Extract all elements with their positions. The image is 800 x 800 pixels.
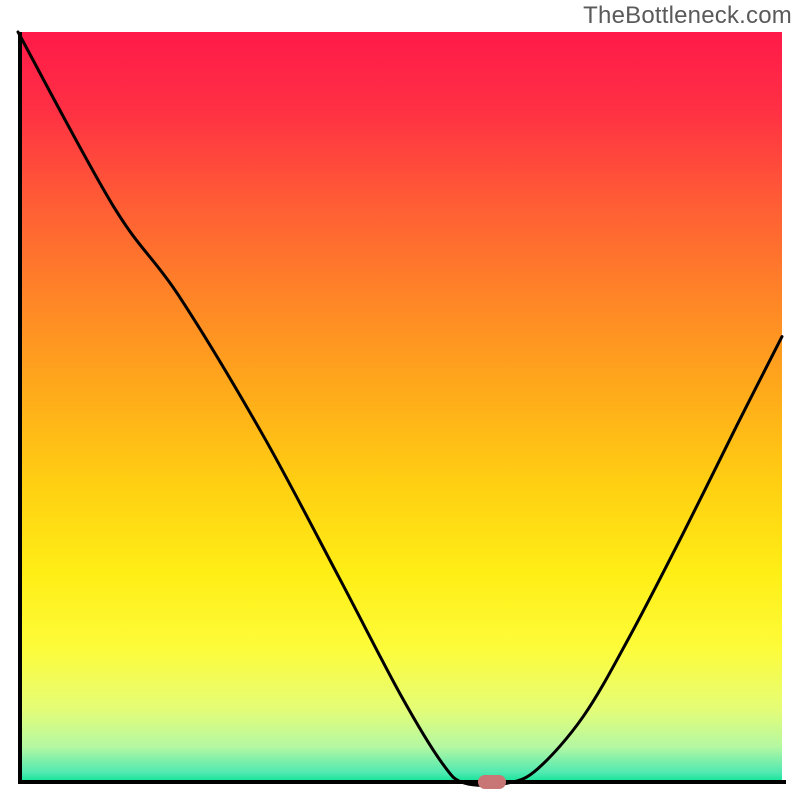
y-axis xyxy=(18,32,22,784)
x-axis xyxy=(18,780,786,784)
chart-container: TheBottleneck.com xyxy=(0,0,800,800)
gradient-background xyxy=(0,0,800,800)
optimal-point-marker xyxy=(478,775,506,789)
watermark-text: TheBottleneck.com xyxy=(583,2,792,30)
